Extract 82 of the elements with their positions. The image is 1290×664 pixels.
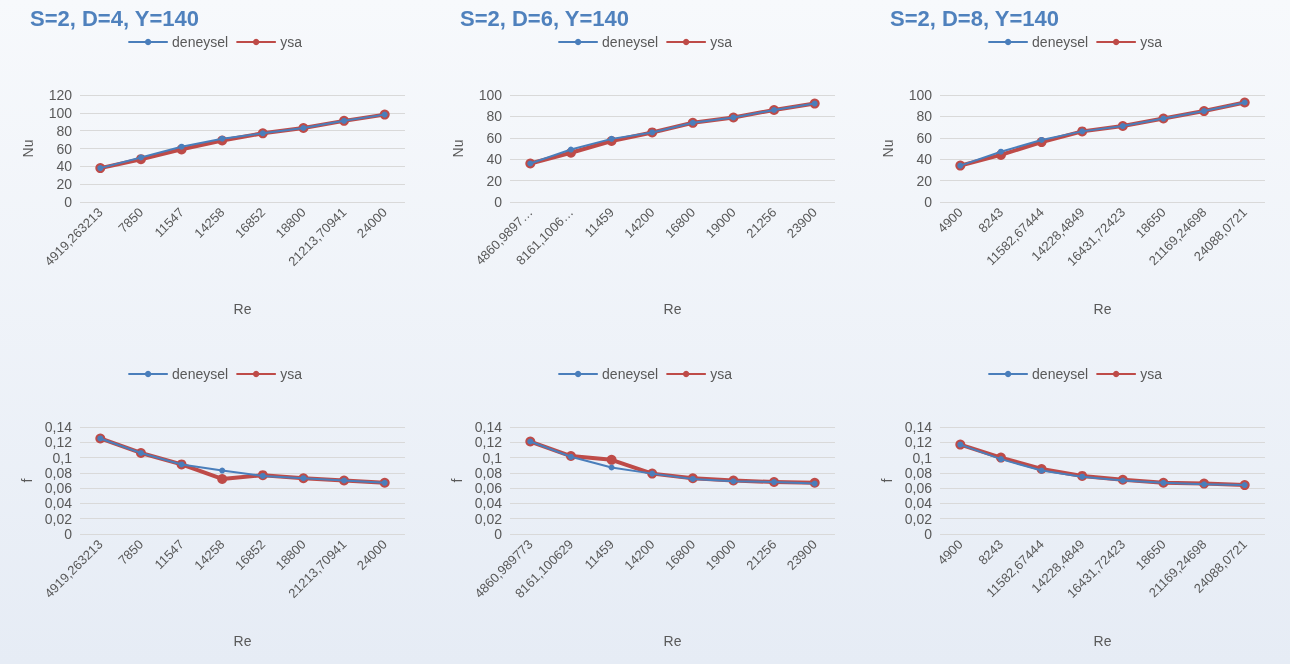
point — [606, 454, 617, 465]
y-tick-label: 0,1 — [482, 449, 503, 466]
legend-label: deneysel — [172, 366, 229, 382]
y-tick-label: 80 — [56, 122, 73, 139]
point — [219, 135, 226, 142]
y-tick-label: 0,04 — [904, 495, 933, 512]
y-tick-label: 20 — [486, 172, 503, 189]
x-axis-title: Re — [663, 633, 682, 649]
y-axis-title: f — [448, 478, 465, 483]
y-axis-title: f — [878, 478, 895, 483]
y-tick-label: 60 — [56, 140, 73, 157]
chart-title: S=2, D=4, Y=140 — [30, 5, 200, 31]
y-tick-label: 100 — [48, 104, 73, 121]
legend-label: ysa — [1140, 366, 1163, 382]
point — [608, 135, 615, 142]
legend-label: deneysel — [602, 366, 659, 382]
y-tick-label: 0 — [64, 526, 73, 542]
y-tick-label: 0 — [494, 526, 503, 542]
y-tick-label: 100 — [908, 87, 933, 103]
x-axis-title: Re — [233, 633, 252, 649]
y-tick-label: 0 — [64, 194, 73, 210]
y-tick-label: 0,06 — [904, 480, 933, 497]
y-tick-label: 0,06 — [44, 480, 73, 497]
x-axis-title: Re — [233, 301, 252, 317]
y-tick-label: 0,14 — [904, 419, 933, 435]
point — [1038, 136, 1045, 143]
y-tick-label: 0,1 — [52, 449, 73, 466]
y-tick-label: 80 — [916, 108, 933, 125]
y-tick-label: 0 — [494, 194, 503, 210]
legend-label: ysa — [280, 366, 303, 382]
y-tick-label: 0,12 — [474, 434, 503, 451]
y-tick-label: 20 — [916, 172, 933, 189]
y-tick-label: 100 — [478, 87, 503, 103]
y-tick-label: 0,04 — [44, 495, 73, 512]
y-axis-title: Nu — [880, 139, 896, 158]
y-tick-label: 40 — [486, 151, 503, 168]
y-tick-label: 80 — [486, 108, 503, 125]
y-tick-label: 0,04 — [474, 495, 503, 512]
y-tick-label: 40 — [916, 151, 933, 168]
y-tick-label: 0,02 — [904, 510, 933, 527]
point — [137, 154, 144, 161]
y-tick-label: 60 — [486, 129, 503, 146]
y-tick-label: 0,06 — [474, 480, 503, 497]
y-axis-title: f — [18, 478, 35, 483]
legend-label: ysa — [710, 366, 733, 382]
y-axis-title: Nu — [450, 139, 466, 158]
y-tick-label: 0,12 — [44, 434, 73, 451]
y-tick-label: 0,14 — [44, 419, 73, 435]
y-tick-label: 0,02 — [44, 510, 73, 527]
point — [178, 143, 185, 150]
legend-label: ysa — [710, 34, 733, 50]
x-axis-title: Re — [1093, 301, 1112, 317]
y-tick-label: 120 — [48, 87, 73, 103]
y-tick-label: 0 — [924, 526, 933, 542]
y-tick-label: 0,12 — [904, 434, 933, 451]
legend-label: deneysel — [1032, 34, 1089, 50]
legend-label: deneysel — [172, 34, 229, 50]
y-tick-label: 0 — [924, 194, 933, 210]
point — [567, 146, 574, 153]
legend-label: ysa — [1140, 34, 1163, 50]
legend-label: deneysel — [1032, 366, 1089, 382]
y-tick-label: 0,08 — [904, 464, 933, 481]
y-axis-title: Nu — [20, 139, 36, 158]
point — [219, 467, 226, 474]
y-tick-label: 40 — [56, 158, 73, 175]
y-tick-label: 0,14 — [474, 419, 503, 435]
y-tick-label: 0,02 — [474, 510, 503, 527]
x-axis-title: Re — [1093, 633, 1112, 649]
x-axis-title: Re — [663, 301, 682, 317]
chart-title: S=2, D=8, Y=140 — [890, 5, 1060, 31]
y-tick-label: 60 — [916, 129, 933, 146]
point — [997, 148, 1004, 155]
y-tick-label: 0,08 — [474, 464, 503, 481]
point — [997, 456, 1004, 463]
legend-label: ysa — [280, 34, 303, 50]
y-tick-label: 0,1 — [912, 449, 933, 466]
point — [217, 473, 228, 484]
chart-title: S=2, D=6, Y=140 — [460, 5, 630, 31]
y-tick-label: 20 — [56, 176, 73, 193]
point — [608, 464, 615, 471]
y-tick-label: 0,08 — [44, 464, 73, 481]
legend-label: deneysel — [602, 34, 659, 50]
